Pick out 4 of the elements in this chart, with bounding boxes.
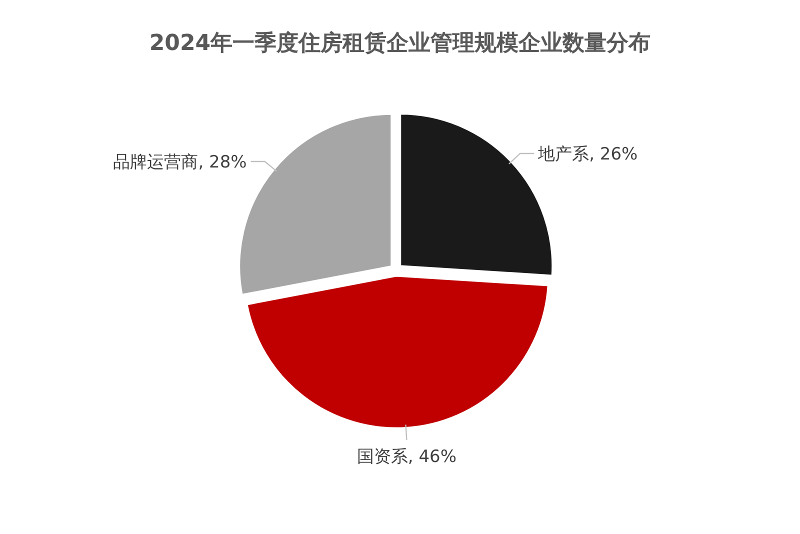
- chart-title: 2024年一季度住房租赁企业管理规模企业数量分布: [149, 30, 651, 56]
- slice-label: 地产系, 26%: [537, 144, 638, 164]
- slice-label: 品牌运营商, 28%: [113, 152, 247, 172]
- slice-label: 国资系, 46%: [356, 446, 456, 467]
